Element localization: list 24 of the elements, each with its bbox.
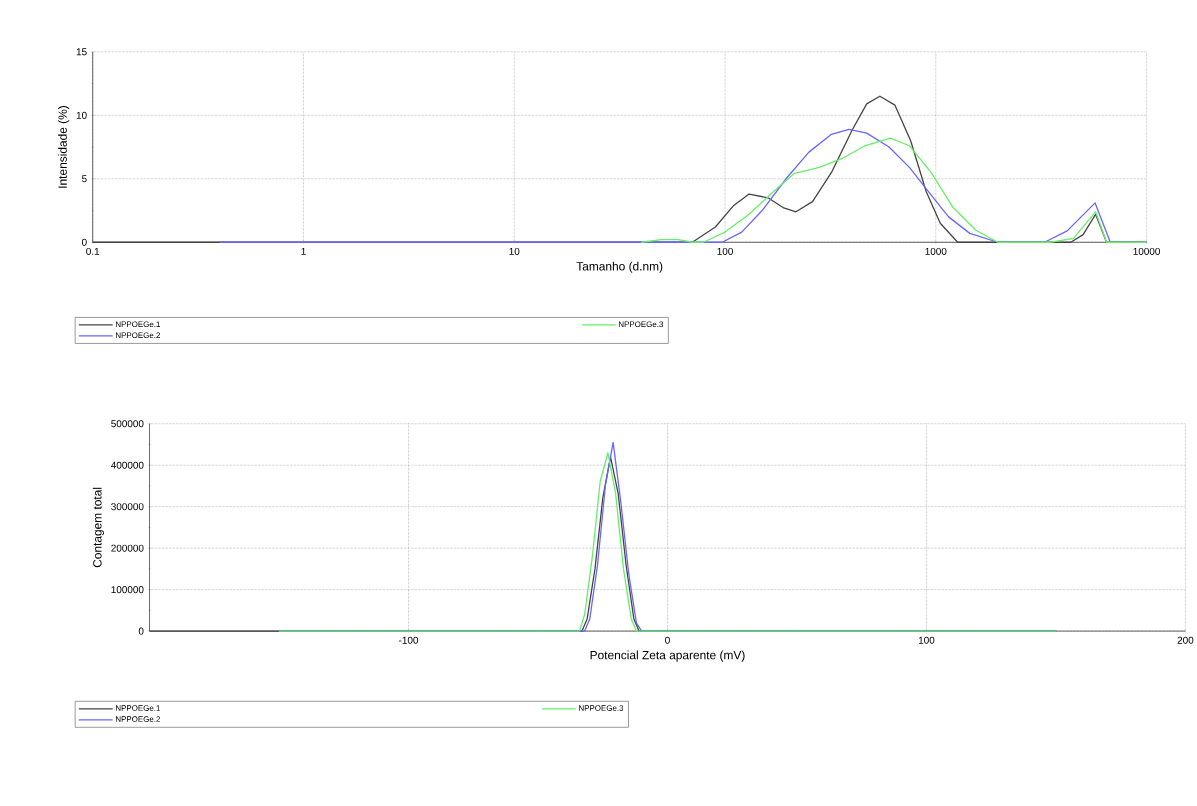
- y-tick-label: 10: [76, 111, 87, 120]
- y-tick-label: 300000: [111, 503, 144, 511]
- y-tick-label: 15: [76, 48, 87, 56]
- y-tick-label: 0: [81, 238, 87, 246]
- x-tick-label: 100: [918, 636, 935, 644]
- x-tick-label: -100: [399, 636, 419, 644]
- x-axis-title: Potencial Zeta aparente (mV): [590, 650, 745, 662]
- y-tick-label: 5: [81, 175, 87, 183]
- x-tick-label: 100: [717, 248, 733, 256]
- x-axis-title: Tamanho (d.nm): [576, 261, 663, 274]
- y-tick-label: 200000: [111, 544, 144, 552]
- x-tick-label: 200: [1177, 636, 1194, 644]
- x-tick-label: 10: [509, 248, 520, 256]
- y-axis-title: Contagem total: [92, 488, 104, 568]
- y-axis-title: Intensidade (%): [58, 106, 70, 188]
- y-tick-label: 100000: [111, 586, 144, 594]
- x-tick-label: 1000: [925, 248, 947, 256]
- x-tick-label: 1: [301, 248, 306, 255]
- y-tick-label: 0: [138, 627, 144, 635]
- x-tick-label: 0: [665, 636, 670, 644]
- y-tick-label: 500000: [111, 420, 144, 428]
- y-tick-label: 400000: [111, 461, 144, 469]
- x-tick-label: 0.1: [86, 248, 100, 256]
- x-tick-label: 10000: [1133, 248, 1160, 256]
